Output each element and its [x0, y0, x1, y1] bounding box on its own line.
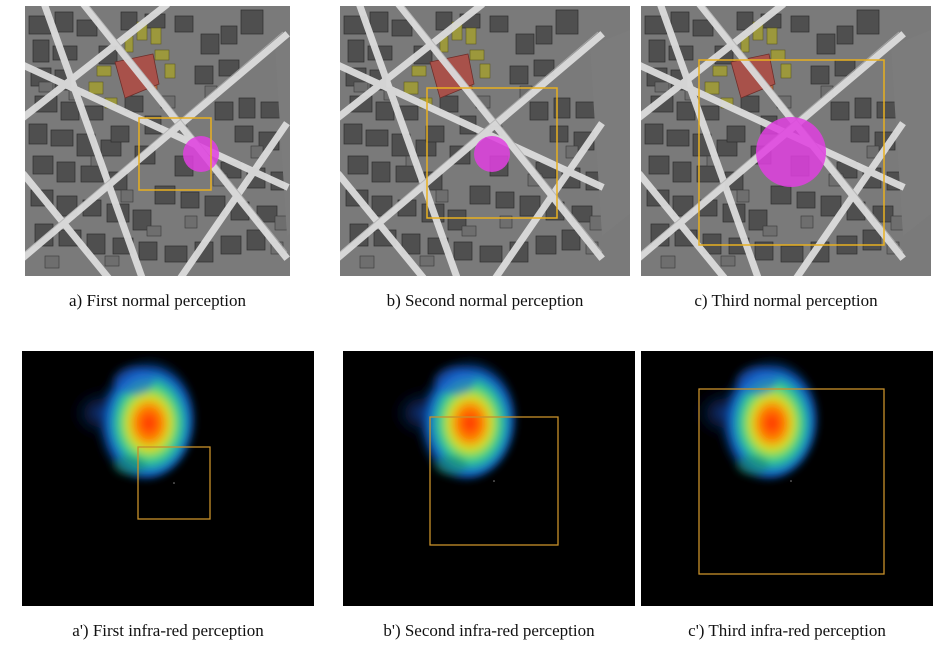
agent-marker-c: [756, 117, 826, 187]
perception-box-a: [138, 117, 212, 191]
city-map-c: [641, 6, 931, 276]
ir-perception-box-c: [698, 388, 885, 575]
perception-box-c: [698, 59, 885, 246]
normal-perception-panel-c: [641, 6, 931, 276]
caption-b-ir: b') Second infra-red perception: [383, 621, 595, 640]
caption-c-ir: c') Third infra-red perception: [688, 621, 886, 640]
caption-a-ir: a') First infra-red perception: [72, 621, 264, 640]
normal-perception-panel-b: [340, 6, 630, 276]
ir-agent-dot-b: [493, 480, 495, 482]
caption-c: c) Third normal perception: [694, 291, 878, 310]
ir-perception-panel-b: [343, 351, 635, 606]
ir-perception-panel-c: [641, 351, 933, 606]
ir-perception-panel-a: [22, 351, 314, 606]
ir-agent-dot-c: [790, 480, 792, 482]
caption-b: b) Second normal perception: [386, 291, 584, 310]
normal-perception-panel-a: [25, 6, 290, 276]
perception-box-b: [426, 87, 558, 219]
ir-heatmap-b: [343, 351, 559, 546]
ir-heatmap-a: [22, 351, 211, 520]
ir-agent-dot-a: [173, 482, 175, 484]
ir-perception-box-a: [137, 446, 211, 520]
agent-marker-a: [183, 136, 219, 172]
city-map-b: [340, 6, 630, 276]
agent-marker-b: [474, 136, 510, 172]
caption-a: a) First normal perception: [68, 291, 247, 310]
city-map-a: [25, 6, 290, 276]
ir-heatmap-c: [641, 351, 885, 575]
ir-perception-box-b: [429, 416, 559, 546]
